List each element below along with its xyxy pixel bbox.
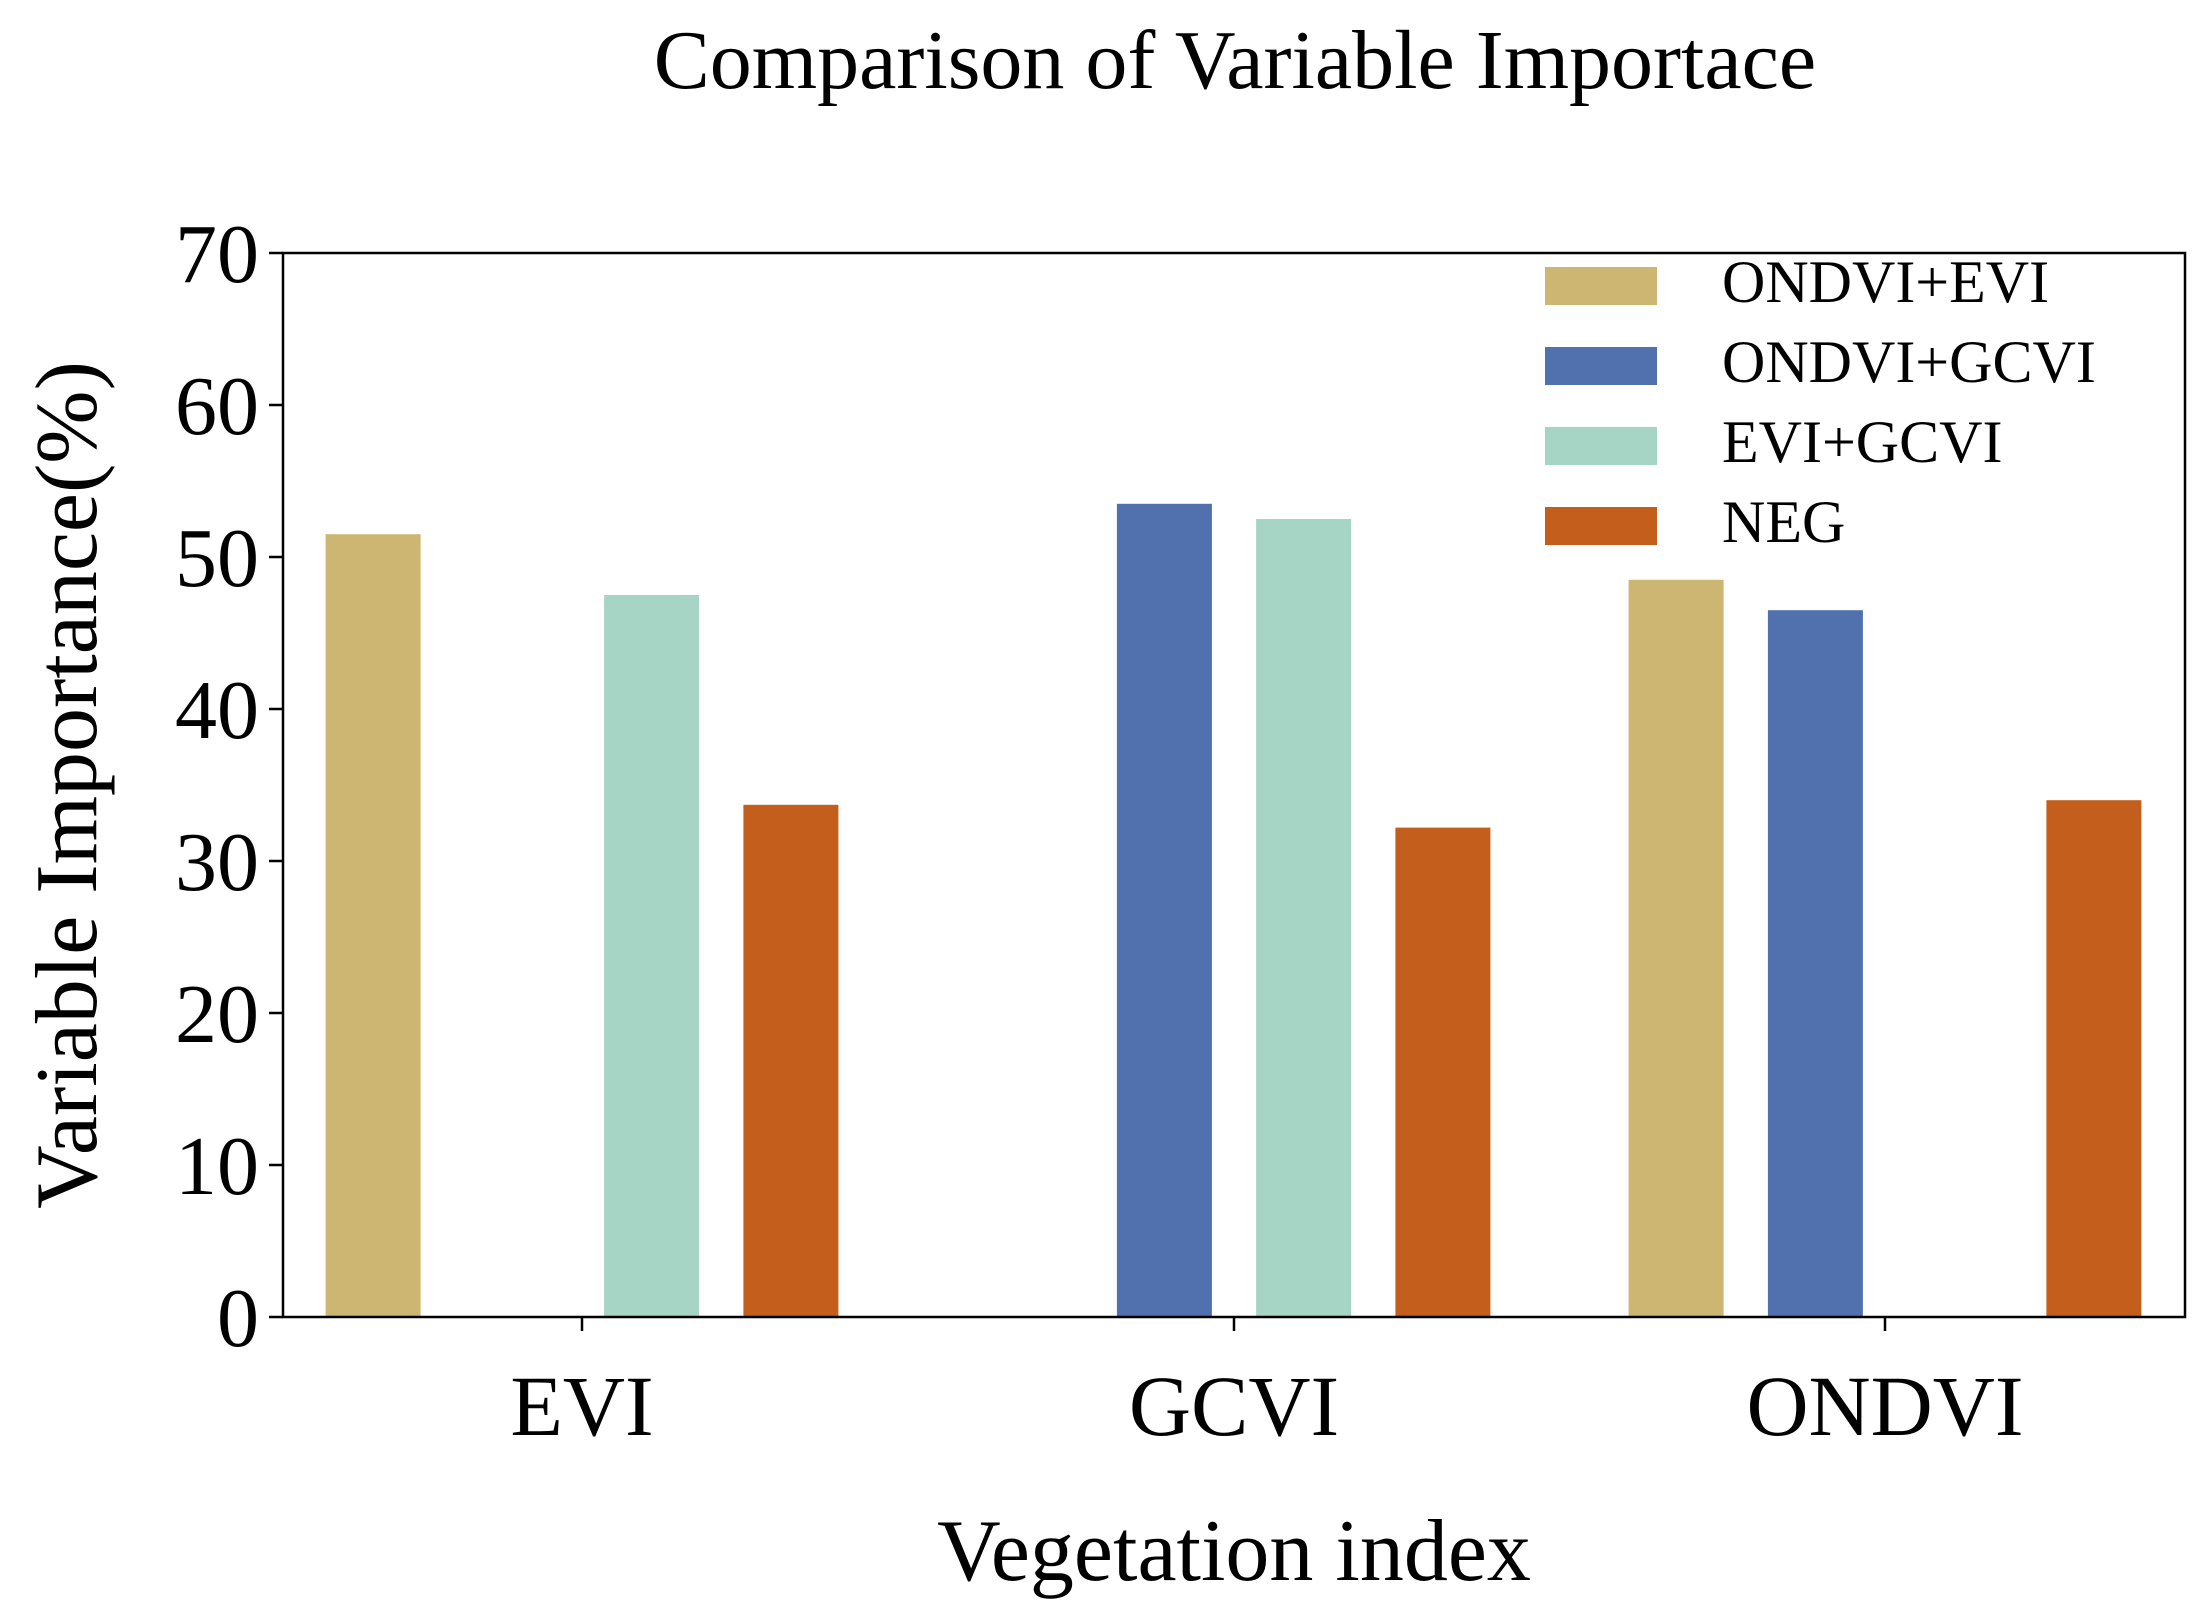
legend-swatch-neg	[1545, 507, 1657, 545]
x-axis-label: Vegetation index	[937, 1503, 1531, 1600]
y-tick-label: 20	[175, 968, 259, 1061]
bar-ondvi-evi-ondvi	[1628, 579, 1724, 1317]
legend-swatch-ondvi-evi	[1545, 267, 1657, 305]
bar-evi-gcvi-evi	[604, 595, 700, 1317]
legend-label-ondvi-evi: ONDVI+EVI	[1722, 249, 2049, 315]
legend-label-evi-gcvi: EVI+GCVI	[1722, 409, 2002, 475]
bar-neg-evi	[743, 804, 839, 1317]
legend-swatch-evi-gcvi	[1545, 427, 1657, 465]
chart-title: Comparison of Variable Importace	[654, 14, 1816, 107]
bar-ondvi-gcvi-ondvi	[1767, 610, 1863, 1317]
legend-label-ondvi-gcvi: ONDVI+GCVI	[1722, 329, 2096, 395]
y-tick-label: 50	[175, 512, 259, 605]
y-tick-label: 60	[175, 360, 259, 453]
y-tick-label: 10	[175, 1120, 259, 1213]
bars-group	[325, 503, 2142, 1317]
y-tick-label: 40	[175, 664, 259, 757]
bar-neg-ondvi	[2046, 800, 2142, 1317]
bar-ondvi-evi-evi	[325, 534, 421, 1317]
legend-label-neg: NEG	[1722, 489, 1845, 555]
x-tick-label-gcvi: GCVI	[1129, 1358, 1339, 1454]
bar-neg-gcvi	[1395, 827, 1491, 1317]
y-axis-label: Variable Importance(%)	[19, 361, 116, 1209]
bar-evi-gcvi-gcvi	[1256, 519, 1352, 1317]
x-tick-label-ondvi: ONDVI	[1746, 1358, 2023, 1454]
y-tick-label: 70	[175, 208, 259, 301]
x-tick-label-evi: EVI	[510, 1358, 653, 1454]
y-tick-label: 30	[175, 816, 259, 909]
y-tick-label: 0	[217, 1272, 259, 1365]
legend-swatch-ondvi-gcvi	[1545, 347, 1657, 385]
legend: ONDVI+EVI ONDVI+GCVI EVI+GCVI NEG	[1545, 249, 2096, 555]
bar-ondvi-gcvi-gcvi	[1116, 503, 1212, 1317]
x-axis: EVI GCVI ONDVI	[510, 1317, 2024, 1454]
y-axis: 0 10 20 30 40 50 60 70	[175, 208, 283, 1365]
